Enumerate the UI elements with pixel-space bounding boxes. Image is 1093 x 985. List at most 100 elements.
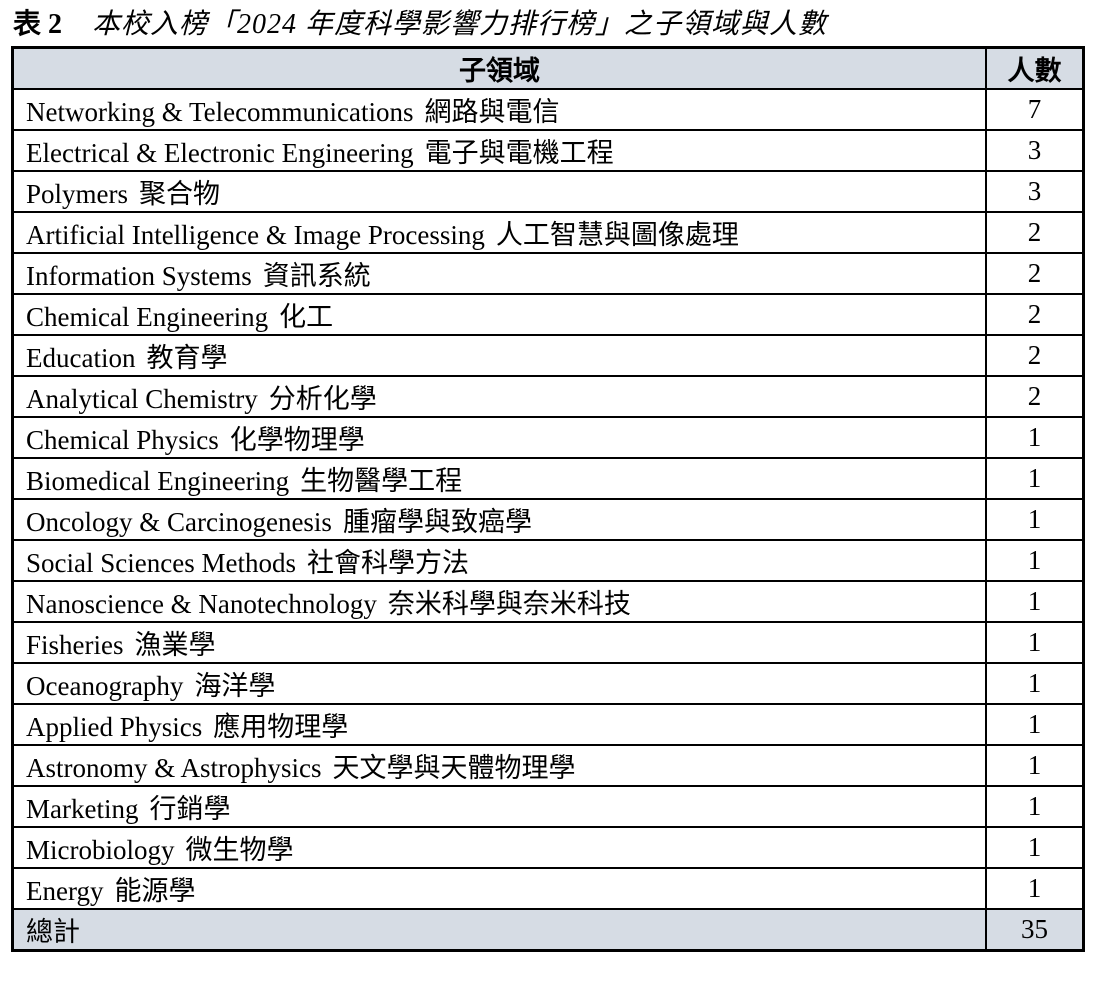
table-row: Education 教育學 2: [11, 334, 1085, 377]
subfield-name-zh: 天文學與天體物理學: [332, 753, 576, 783]
count-cell: 1: [985, 539, 1085, 582]
subfield-name-en: Chemical Engineering: [26, 302, 269, 332]
subfield-cell: Biomedical Engineering 生物醫學工程: [11, 457, 987, 500]
subfield-cell: Energy 能源學: [11, 867, 987, 910]
subfield-name-zh: 電子與電機工程: [424, 138, 614, 168]
count-cell: 2: [985, 211, 1085, 254]
subfield-cell: Marketing 行銷學: [11, 785, 987, 828]
table-row: Chemical Physics 化學物理學 1: [11, 416, 1085, 459]
table-row: Energy 能源學 1: [11, 867, 1085, 910]
subfield-name-zh: 教育學: [146, 343, 228, 373]
subfield-name-en: Fisheries: [26, 630, 124, 660]
subfield-name-zh: 行銷學: [149, 794, 231, 824]
subfield-name-zh: 分析化學: [268, 384, 377, 414]
subfield-cell: Applied Physics 應用物理學: [11, 703, 987, 746]
count-cell: 1: [985, 867, 1085, 910]
count-cell: 1: [985, 498, 1085, 541]
subfield-name-zh: 化工: [279, 302, 334, 332]
subfield-name-en: Oceanography: [26, 671, 184, 701]
subfield-name-en: Social Sciences Methods: [26, 548, 296, 578]
table-row: Artificial Intelligence & Image Processi…: [11, 211, 1085, 254]
header-subfield: 子領域: [11, 46, 987, 90]
count-cell: 3: [985, 170, 1085, 213]
header-row: 子領域 人數: [11, 46, 1085, 90]
count-cell: 1: [985, 662, 1085, 705]
count-cell: 2: [985, 375, 1085, 418]
header-count: 人數: [985, 46, 1085, 90]
subfield-name-en: Information Systems: [26, 261, 252, 291]
subfield-name-en: Analytical Chemistry: [26, 384, 258, 414]
subfield-cell: Networking & Telecommunications 網路與電信: [11, 88, 987, 131]
subfield-name-zh: 社會科學方法: [306, 548, 469, 578]
table-row: Networking & Telecommunications 網路與電信 7: [11, 88, 1085, 131]
table-row: Microbiology 微生物學 1: [11, 826, 1085, 869]
table-row: Applied Physics 應用物理學 1: [11, 703, 1085, 746]
count-cell: 2: [985, 334, 1085, 377]
subfield-name-zh: 海洋學: [194, 671, 276, 701]
subfield-cell: Microbiology 微生物學: [11, 826, 987, 869]
total-label: 總計: [11, 908, 987, 952]
total-row: 總計 35: [11, 908, 1085, 952]
subfield-cell: Chemical Physics 化學物理學: [11, 416, 987, 459]
subfield-cell: Education 教育學: [11, 334, 987, 377]
subfield-name-zh: 人工智慧與圖像處理: [495, 220, 739, 250]
subfield-name-en: Applied Physics: [26, 712, 203, 742]
subfield-name-zh: 化學物理學: [229, 425, 365, 455]
subfield-cell: Nanoscience & Nanotechnology 奈米科學與奈米科技: [11, 580, 987, 623]
table-row: Fisheries 漁業學 1: [11, 621, 1085, 664]
subfield-name-en: Energy: [26, 876, 104, 906]
table-caption: 表 2 本校入榜「2024 年度科學影響力排行榜」之子領域與人數: [0, 0, 1093, 46]
subfield-name-zh: 微生物學: [185, 835, 294, 865]
count-cell: 1: [985, 703, 1085, 746]
subfield-cell: Oceanography 海洋學: [11, 662, 987, 705]
table-row: Information Systems 資訊系統 2: [11, 252, 1085, 295]
subfield-cell: Information Systems 資訊系統: [11, 252, 987, 295]
subfield-name-zh: 能源學: [114, 876, 196, 906]
count-cell: 1: [985, 785, 1085, 828]
count-cell: 2: [985, 293, 1085, 336]
count-cell: 1: [985, 621, 1085, 664]
subfield-name-en: Microbiology: [26, 835, 175, 865]
table-row: Polymers 聚合物 3: [11, 170, 1085, 213]
total-count: 35: [985, 908, 1085, 952]
subfield-name-zh: 生物醫學工程: [300, 466, 463, 496]
subfield-name-en: Marketing: [26, 794, 139, 824]
subfield-name-en: Biomedical Engineering: [26, 466, 290, 496]
count-cell: 1: [985, 744, 1085, 787]
subfield-cell: Oncology & Carcinogenesis 腫瘤學與致癌學: [11, 498, 987, 541]
count-cell: 1: [985, 580, 1085, 623]
subfield-name-zh: 網路與電信: [424, 97, 560, 127]
subfield-name-en: Education: [26, 343, 136, 373]
subfield-cell: Astronomy & Astrophysics 天文學與天體物理學: [11, 744, 987, 787]
table-row: Chemical Engineering 化工 2: [11, 293, 1085, 336]
subfield-name-zh: 奈米科學與奈米科技: [387, 589, 631, 619]
subfield-name-en: Nanoscience & Nanotechnology: [26, 589, 377, 619]
table-caption-label: 表 2: [13, 9, 63, 40]
subfield-name-en: Astronomy & Astrophysics: [26, 753, 322, 783]
table-row: Electrical & Electronic Engineering 電子與電機…: [11, 129, 1085, 172]
subfield-cell: Fisheries 漁業學: [11, 621, 987, 664]
subfield-name-zh: 聚合物: [139, 179, 221, 209]
table-row: Oceanography 海洋學 1: [11, 662, 1085, 705]
subfield-cell: Polymers 聚合物: [11, 170, 987, 213]
subfield-cell: Artificial Intelligence & Image Processi…: [11, 211, 987, 254]
table-row: Oncology & Carcinogenesis 腫瘤學與致癌學 1: [11, 498, 1085, 541]
count-cell: 1: [985, 416, 1085, 459]
subfield-name-zh: 漁業學: [134, 630, 216, 660]
table-row: Biomedical Engineering 生物醫學工程 1: [11, 457, 1085, 500]
subfield-name-en: Artificial Intelligence & Image Processi…: [26, 220, 485, 250]
subfield-name-en: Polymers: [26, 179, 129, 209]
subfield-cell: Social Sciences Methods 社會科學方法: [11, 539, 987, 582]
subfield-name-en: Oncology & Carcinogenesis: [26, 507, 332, 537]
subfield-count-table: 子領域 人數 Networking & Telecommunications 網路…: [11, 46, 1085, 952]
subfield-name-en: Networking & Telecommunications: [26, 97, 414, 127]
count-cell: 2: [985, 252, 1085, 295]
table-row: Social Sciences Methods 社會科學方法 1: [11, 539, 1085, 582]
table-row: Nanoscience & Nanotechnology 奈米科學與奈米科技 1: [11, 580, 1085, 623]
count-cell: 1: [985, 457, 1085, 500]
subfield-cell: Chemical Engineering 化工: [11, 293, 987, 336]
subfield-name-en: Chemical Physics: [26, 425, 219, 455]
subfield-name-zh: 應用物理學: [213, 712, 349, 742]
subfield-name-en: Electrical & Electronic Engineering: [26, 138, 414, 168]
